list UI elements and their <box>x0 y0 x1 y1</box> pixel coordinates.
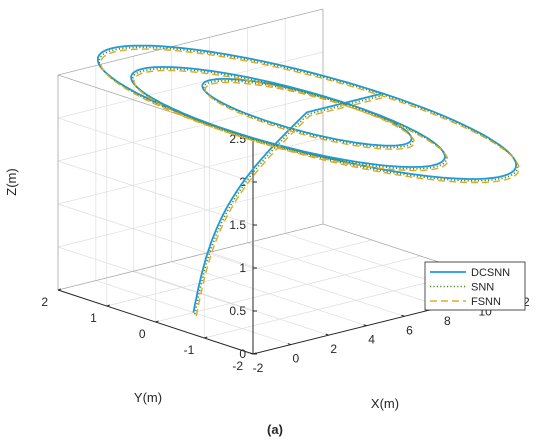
series-line-snn <box>98 46 519 315</box>
grid-line <box>57 51 324 119</box>
x-tick-mark <box>325 333 329 336</box>
y-tick-mark <box>204 336 208 339</box>
y-tick-label: -1 <box>184 343 195 357</box>
x-tick-label: 0 <box>293 352 300 366</box>
x-tick-label: 8 <box>444 314 451 328</box>
z-tick-label: 0 <box>239 347 246 361</box>
grid-line <box>57 160 254 226</box>
legend-label-fsnn: FSNN <box>471 296 501 308</box>
y-axis-label: Y(m) <box>134 390 162 405</box>
legend-label-snn: SNN <box>471 282 494 294</box>
z-tick-label: 1.5 <box>229 218 246 232</box>
y-tick-mark <box>155 320 159 323</box>
legend-box <box>424 261 526 311</box>
legend-label-dcsnn: DCSNN <box>471 267 510 279</box>
x-axis-label: X(m) <box>371 396 399 411</box>
x-tick-mark <box>401 314 405 317</box>
y-tick-label: 0 <box>139 327 146 341</box>
y-tick-label: -2 <box>232 359 243 373</box>
x-tick-mark <box>249 352 254 355</box>
grid-line <box>57 180 324 248</box>
grid-line <box>57 203 254 269</box>
z-tick-label: 1 <box>239 261 246 275</box>
grid-line <box>57 94 324 162</box>
y-tick-label: 1 <box>90 311 97 325</box>
y-tick-mark <box>106 304 110 307</box>
x-tick-label: 6 <box>406 323 413 337</box>
x-tick-mark <box>287 343 292 346</box>
legend: DCSNN SNN FSNN <box>424 261 526 311</box>
box-edge <box>57 223 324 291</box>
x-tick-label: 4 <box>368 333 375 347</box>
trajectory-series <box>96 44 520 317</box>
grid-line <box>106 239 372 307</box>
z-axis-label: Z(m) <box>4 168 19 195</box>
grid-line <box>57 117 254 183</box>
figure-caption: (a) <box>267 422 283 437</box>
grid-line <box>57 246 254 312</box>
x-tick-label: -2 <box>253 361 264 375</box>
grid-line <box>155 255 421 323</box>
x-tick-mark <box>363 324 367 327</box>
y-tick-label: 2 <box>41 295 48 309</box>
z-tick-label: 0.5 <box>229 304 246 318</box>
series-line-fsnn <box>99 48 520 317</box>
x-tick-label: 2 <box>330 342 337 356</box>
y-tick-mark <box>57 288 62 291</box>
box-edge <box>57 8 324 76</box>
